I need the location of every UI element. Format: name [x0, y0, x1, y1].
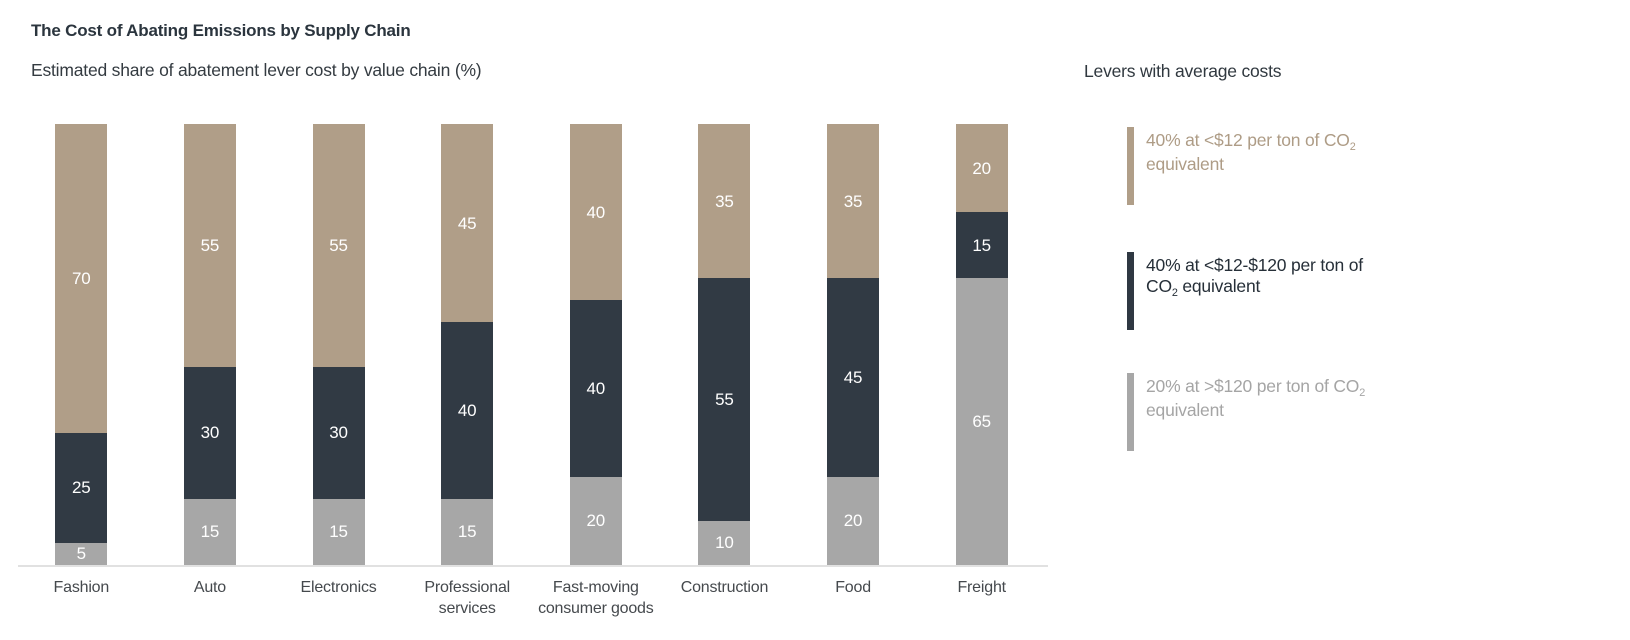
x-axis-label: Fashion [53, 579, 110, 596]
bar-value-label: 45 [457, 213, 477, 233]
bar-segment: 40 [441, 322, 494, 499]
legend-item-label: 40% at <$12-$120 per ton of CO2 equivalen… [1146, 255, 1363, 299]
x-axis-label: Construction [680, 579, 769, 596]
bar-segment: 40 [569, 300, 622, 477]
bar-value-label: 30 [200, 423, 220, 443]
bar-value-label: 40 [586, 379, 606, 399]
stacked-bar: 35 55 10 [698, 124, 751, 565]
bar-segment: 15 [183, 498, 236, 565]
bar-value-label: 40 [457, 401, 477, 421]
stacked-bar: 55 30 15 [183, 124, 236, 565]
legend-swatch [1127, 127, 1134, 205]
bar-value-label: 35 [715, 191, 734, 211]
bar-column: 70 25 5 Fashion [17, 124, 146, 596]
bar-segment: 55 [183, 124, 236, 367]
bar-value-label: 25 [72, 478, 91, 498]
bar-value-label: 55 [200, 235, 220, 255]
bar-value-label: 55 [329, 235, 348, 255]
legend-swatch [1127, 252, 1134, 330]
bar-segment: 30 [312, 366, 365, 499]
bar-segment: 10 [698, 520, 751, 565]
legend: Levers with average costs 40% at <$12 pe… [1084, 61, 1414, 451]
bar-column: 35 55 10 Construction [660, 124, 789, 596]
stacked-bar: 55 30 15 [312, 124, 365, 565]
bar-value-label: 15 [329, 522, 348, 542]
bar-segment: 55 [312, 124, 365, 367]
bar-segment: 45 [827, 278, 880, 477]
bar-segment: 15 [312, 498, 365, 565]
legend-swatch [1127, 373, 1134, 451]
chart-subtitle: Estimated share of abatement lever cost … [31, 60, 482, 80]
bar-value-label: 55 [715, 390, 734, 410]
bar-value-label: 15 [200, 522, 220, 542]
bar-value-label: 70 [72, 268, 91, 288]
bar-value-label: 20 [843, 511, 863, 531]
stacked-bar: 70 25 5 [55, 124, 108, 565]
stacked-bar: 20 15 65 [955, 124, 1008, 565]
bar-segment: 25 [55, 432, 108, 543]
bar-segment: 15 [441, 498, 494, 565]
bar-segment: 35 [698, 124, 751, 279]
bar-value-label: 40 [586, 202, 606, 222]
bar-value-label: 15 [972, 235, 991, 255]
stacked-bar: 40 40 20 [569, 124, 622, 565]
bar-segment: 40 [569, 124, 622, 301]
bar-column: 40 40 20 Fast-moving consumer goods [532, 124, 661, 617]
bar-column: 55 30 15 Electronics [274, 124, 403, 596]
x-axis-label: Freight [957, 579, 1006, 596]
bar-segment: 20 [955, 124, 1008, 213]
bar-segment: 20 [569, 476, 622, 565]
plot-area: 70 25 5 Fashion 55 30 15 Auto 55 30 15 Electronics 4… [17, 124, 1047, 617]
bar-column: 35 45 20 Food [789, 124, 918, 596]
bar-value-label: 15 [457, 522, 477, 542]
bar-value-label: 20 [586, 511, 606, 531]
bar-segment: 35 [827, 124, 880, 279]
bar-segment: 15 [955, 212, 1008, 279]
bar-value-label: 30 [329, 423, 348, 443]
bar-value-label: 5 [76, 544, 86, 564]
legend-item: 40% at <$12 per ton of CO2 equivalent [1127, 127, 1356, 205]
bar-column: 20 15 65 Freight [917, 124, 1046, 596]
x-axis-label: Electronics [300, 579, 377, 596]
x-axis-label: Fast-moving consumer goods [538, 579, 654, 617]
stacked-bar: 45 40 15 [441, 124, 494, 565]
bar-value-label: 65 [972, 412, 991, 432]
bar-value-label: 35 [843, 191, 863, 211]
bar-segment: 70 [55, 124, 108, 433]
bar-value-label: 45 [843, 368, 863, 388]
bar-value-label: 10 [715, 533, 734, 553]
legend-item: 20% at >$120 per ton of CO2 equivalent [1127, 373, 1365, 451]
x-axis-label: Professional services [424, 579, 511, 617]
x-axis-label: Food [835, 579, 871, 596]
chart-title: The Cost of Abating Emissions by Supply … [31, 21, 411, 40]
legend-title: Levers with average costs [1084, 61, 1282, 81]
stacked-bar: 35 45 20 [827, 124, 880, 565]
bar-segment: 5 [55, 542, 108, 565]
bar-segment: 55 [698, 278, 751, 521]
bar-segment: 30 [183, 366, 236, 499]
x-axis-label: Auto [193, 579, 226, 596]
legend-item-label: 40% at <$12 per ton of CO2 equivalent [1146, 130, 1356, 174]
bar-segment: 65 [955, 278, 1008, 565]
bar-segment: 20 [827, 476, 880, 565]
legend-item: 40% at <$12-$120 per ton of CO2 equivalen… [1127, 252, 1363, 330]
bar-value-label: 20 [972, 158, 991, 178]
x-axis-line [18, 565, 1048, 567]
legend-item-label: 20% at >$120 per ton of CO2 equivalent [1146, 376, 1366, 420]
bar-segment: 45 [441, 124, 494, 323]
bar-column: 55 30 15 Auto [146, 124, 275, 596]
bar-column: 45 40 15 Professional services [403, 124, 532, 617]
